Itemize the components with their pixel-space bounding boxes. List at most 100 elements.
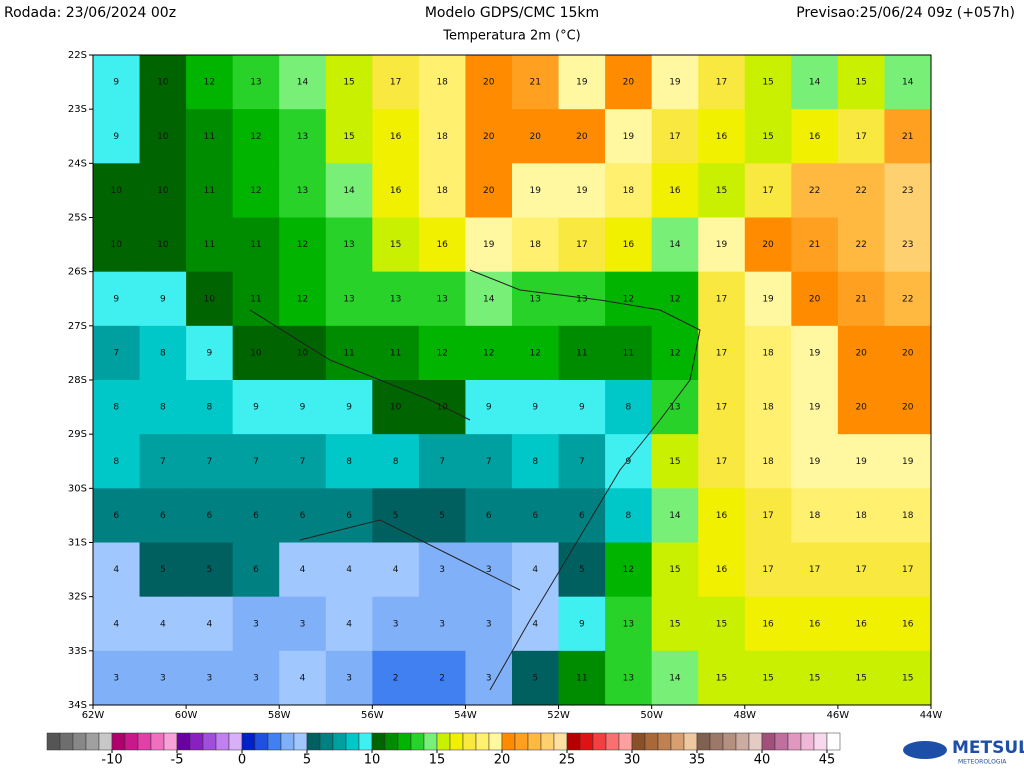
colorbar-swatch bbox=[618, 732, 633, 751]
field-value: 10 bbox=[436, 403, 448, 413]
field-value: 17 bbox=[390, 78, 401, 88]
field-value: 9 bbox=[532, 403, 538, 413]
field-cell bbox=[186, 109, 234, 164]
field-cell bbox=[279, 542, 327, 598]
field-value: 2 bbox=[393, 673, 399, 683]
field-cell bbox=[512, 325, 560, 381]
field-cell bbox=[418, 650, 466, 706]
field-cell bbox=[418, 271, 466, 327]
field-cell bbox=[139, 163, 187, 218]
colorbar-swatch bbox=[644, 732, 659, 751]
field-value: 19 bbox=[623, 132, 635, 142]
field-cell bbox=[651, 542, 699, 598]
field-value: 5 bbox=[532, 673, 538, 683]
field-value: 8 bbox=[346, 457, 352, 467]
field-cell bbox=[372, 109, 420, 164]
field-value: 3 bbox=[113, 673, 119, 683]
field-cell bbox=[139, 434, 187, 489]
field-cell bbox=[465, 650, 513, 706]
field-value: 20 bbox=[530, 132, 542, 142]
field-value: 22 bbox=[902, 294, 913, 304]
field-cell bbox=[186, 380, 234, 435]
field-cell bbox=[93, 109, 141, 164]
field-value: 8 bbox=[626, 511, 632, 521]
field-value: 8 bbox=[393, 457, 399, 467]
field-value: 9 bbox=[300, 403, 306, 413]
colorbar-swatch bbox=[189, 732, 204, 751]
field-cell bbox=[744, 325, 792, 381]
colorbar-swatch bbox=[371, 732, 386, 751]
field-cell bbox=[93, 488, 141, 543]
field-value: 10 bbox=[157, 132, 169, 142]
field-value: 10 bbox=[111, 240, 123, 250]
field-value: 20 bbox=[623, 78, 635, 88]
colorbar-swatch bbox=[319, 732, 334, 751]
colorbar-swatch bbox=[111, 732, 126, 751]
colorbar-swatch bbox=[540, 732, 555, 751]
field-value: 8 bbox=[113, 457, 119, 467]
colorbar-label: 10 bbox=[364, 753, 381, 768]
colorbar-swatch bbox=[475, 732, 490, 751]
logo-name: METSUL bbox=[952, 738, 1024, 758]
field-value: 18 bbox=[762, 457, 774, 467]
field-cell bbox=[232, 271, 280, 327]
field-cell bbox=[325, 434, 373, 489]
colorbar-label: 35 bbox=[689, 753, 706, 768]
colorbar-swatch bbox=[696, 732, 711, 751]
field-value: 3 bbox=[439, 619, 445, 629]
colorbar-swatch bbox=[787, 732, 802, 751]
colorbar-swatch bbox=[124, 732, 139, 751]
field-cell bbox=[465, 109, 513, 164]
field-value: 16 bbox=[902, 619, 914, 629]
field-value: 11 bbox=[250, 240, 261, 250]
field-cell bbox=[791, 488, 839, 543]
colorbar-label: 30 bbox=[624, 753, 641, 768]
lon-label: 58W bbox=[268, 710, 291, 721]
field-cell bbox=[651, 488, 699, 543]
field-value: 3 bbox=[160, 673, 166, 683]
field-value: 18 bbox=[530, 240, 542, 250]
field-cell bbox=[232, 434, 280, 489]
field-value: 16 bbox=[716, 565, 728, 575]
lat-label: 28S bbox=[68, 375, 87, 386]
field-cell bbox=[418, 380, 466, 435]
field-cell bbox=[418, 55, 466, 110]
colorbar-swatch bbox=[748, 732, 763, 751]
field-cell bbox=[279, 217, 327, 273]
field-value: 19 bbox=[902, 457, 914, 467]
field-value: 20 bbox=[762, 240, 774, 250]
field-value: 20 bbox=[483, 186, 495, 196]
field-value: 9 bbox=[486, 403, 492, 413]
field-cell bbox=[279, 380, 327, 435]
colorbar-swatch bbox=[59, 732, 74, 751]
field-value: 16 bbox=[436, 240, 448, 250]
field-value: 17 bbox=[809, 565, 820, 575]
colorbar-label: 25 bbox=[559, 753, 576, 768]
field-value: 22 bbox=[809, 186, 820, 196]
colorbar-swatch bbox=[98, 732, 113, 751]
colorbar-swatch bbox=[202, 732, 217, 751]
field-cell bbox=[791, 55, 839, 110]
field-value: 6 bbox=[486, 511, 492, 521]
field-cell bbox=[139, 109, 187, 164]
field-cell bbox=[558, 596, 606, 652]
field-cell bbox=[791, 650, 839, 706]
colorbar-swatch bbox=[215, 732, 230, 751]
field-value: 13 bbox=[343, 240, 354, 250]
colorbar-swatch bbox=[709, 732, 724, 751]
field-cell bbox=[884, 380, 932, 435]
field-value: 11 bbox=[204, 240, 215, 250]
field-value: 12 bbox=[623, 294, 634, 304]
field-value: 17 bbox=[669, 132, 680, 142]
colorbar-swatch bbox=[657, 732, 672, 751]
field-cell bbox=[325, 650, 373, 706]
colorbar-swatch bbox=[150, 732, 165, 751]
field-cell bbox=[512, 596, 560, 652]
colorbar-swatch bbox=[436, 732, 451, 751]
field-value: 2 bbox=[439, 673, 445, 683]
lat-label: 23S bbox=[68, 104, 87, 115]
field-cell bbox=[791, 217, 839, 273]
field-cell bbox=[93, 55, 141, 110]
field-value: 21 bbox=[530, 78, 541, 88]
field-cell bbox=[93, 542, 141, 598]
